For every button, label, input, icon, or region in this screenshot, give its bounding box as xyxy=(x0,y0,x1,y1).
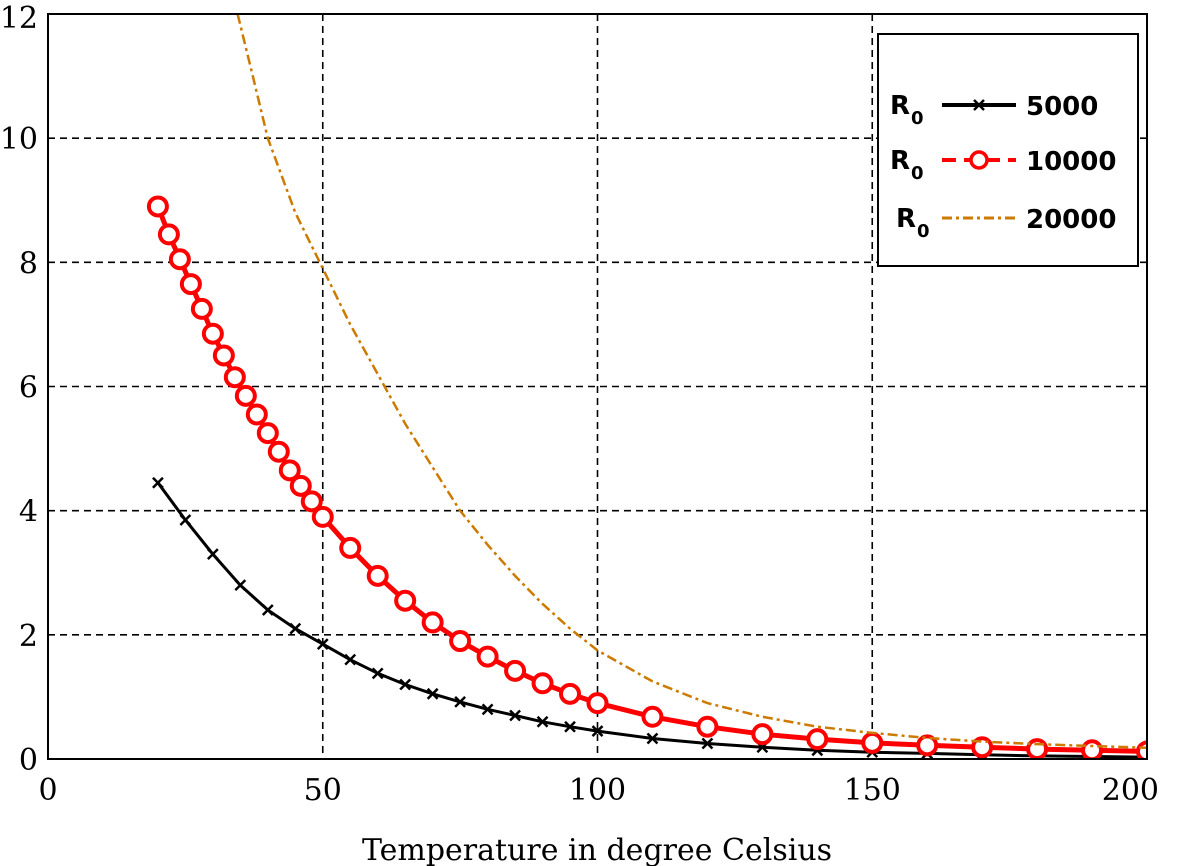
point-5000-14 xyxy=(536,715,549,728)
x-tick-label-1: 50 xyxy=(304,773,342,808)
x-tick-label-2: 100 xyxy=(569,773,626,808)
y-tick-label-2: 4 xyxy=(19,495,38,530)
point-10000-21 xyxy=(476,645,499,668)
point-5000-9 xyxy=(399,678,412,691)
point-10000-1 xyxy=(157,223,180,246)
point-5000-13 xyxy=(509,709,521,722)
legend-label-10000: 10000 xyxy=(1026,147,1116,177)
x-axis-label: Temperature in degree Celsius xyxy=(362,833,832,866)
point-10000-31 xyxy=(916,734,939,757)
point-10000-8 xyxy=(234,384,257,407)
point-10000-2 xyxy=(168,248,191,271)
point-10000-5 xyxy=(201,322,224,345)
point-5000-15 xyxy=(564,720,576,733)
legend-subscript-20000: 0 xyxy=(917,221,930,242)
point-5000-1 xyxy=(179,514,192,526)
point-5000-11 xyxy=(454,695,467,708)
point-10000-12 xyxy=(278,459,301,482)
point-5000-10 xyxy=(426,687,439,700)
point-5000-6 xyxy=(316,638,329,651)
legend-subscript-5000: 0 xyxy=(911,108,924,129)
y-tick-label-0: 0 xyxy=(19,743,38,778)
x-tick-label-0: 0 xyxy=(38,773,57,808)
point-10000-9 xyxy=(245,403,268,426)
y-tick-label-6: 12 xyxy=(0,1,38,36)
point-10000-7 xyxy=(223,366,246,389)
point-5000-12 xyxy=(481,703,494,716)
legend-subscript-10000: 0 xyxy=(911,163,924,184)
series-line-20000 xyxy=(236,14,1147,750)
legend-prefix-5000: R xyxy=(890,91,910,121)
y-tick-label-4: 8 xyxy=(19,246,38,281)
point-10000-0 xyxy=(146,195,169,218)
point-5000-3 xyxy=(234,579,247,592)
y-tick-label-3: 6 xyxy=(19,371,38,406)
point-5000-2 xyxy=(206,548,219,561)
legend-prefix-10000: R xyxy=(890,146,910,176)
point-5000-4 xyxy=(261,604,274,616)
legend-box xyxy=(877,33,1139,267)
point-5000-8 xyxy=(371,667,384,680)
series-20000 xyxy=(236,14,1147,750)
point-10000-4 xyxy=(190,297,213,320)
y-tick-label-5: 10 xyxy=(0,122,38,157)
point-5000-0 xyxy=(152,476,164,489)
point-5000-5 xyxy=(289,622,302,635)
point-10000-6 xyxy=(212,344,235,367)
legend-label-5000: 5000 xyxy=(1026,92,1098,122)
x-tick-label-3: 150 xyxy=(844,773,901,808)
point-5000-7 xyxy=(344,653,357,666)
series-10000 xyxy=(146,195,1147,759)
point-10000-10 xyxy=(256,422,279,445)
point-10000-30 xyxy=(861,731,884,754)
legend-label-20000: 20000 xyxy=(1026,205,1116,235)
point-10000-16 xyxy=(339,536,362,559)
point-10000-19 xyxy=(421,611,444,634)
point-10000-26 xyxy=(641,705,664,728)
legend-marker-10000 xyxy=(969,150,989,170)
point-10000-33 xyxy=(1026,738,1049,759)
x-tick-label-4: 200 xyxy=(1102,773,1159,808)
point-10000-14 xyxy=(300,490,323,513)
plot-frame xyxy=(47,13,1148,760)
point-10000-20 xyxy=(449,630,472,653)
point-10000-17 xyxy=(366,564,389,587)
point-10000-22 xyxy=(504,659,527,682)
point-10000-18 xyxy=(394,589,417,612)
point-10000-34 xyxy=(1081,739,1104,759)
point-10000-15 xyxy=(311,505,334,528)
point-5000-16 xyxy=(591,725,604,737)
point-10000-3 xyxy=(179,273,202,296)
point-10000-23 xyxy=(531,672,554,695)
point-10000-13 xyxy=(289,474,312,497)
legend-prefix-20000: R xyxy=(896,204,916,234)
series-layer xyxy=(146,14,1147,759)
point-10000-25 xyxy=(586,692,609,715)
point-10000-27 xyxy=(696,715,719,738)
point-10000-24 xyxy=(559,682,582,705)
point-10000-28 xyxy=(751,723,774,746)
point-10000-11 xyxy=(267,440,290,463)
y-tick-label-1: 2 xyxy=(19,619,38,654)
tick-labels: 0 50 100 150 200 0 2 4 6 8 10 12 xyxy=(0,1,1159,808)
point-5000-18 xyxy=(701,737,714,750)
point-5000-17 xyxy=(646,732,659,745)
point-10000-29 xyxy=(806,728,829,751)
